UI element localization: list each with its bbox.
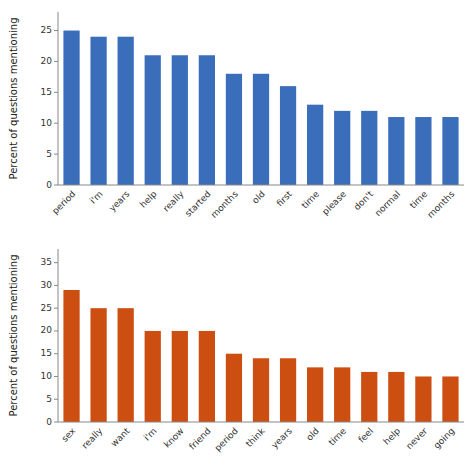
x-tick-label: time (300, 189, 322, 211)
x-tick-label: time (408, 189, 430, 211)
bar (307, 367, 323, 422)
y-tick-label: 15 (41, 87, 52, 97)
bar (172, 331, 188, 422)
x-tick-label: really (161, 188, 186, 213)
x-tick-label: don't (352, 189, 376, 213)
x-tick-label: sex (60, 425, 78, 443)
y-tick-label: 35 (41, 257, 52, 267)
bars (63, 290, 458, 422)
x-tick-label: going (432, 426, 457, 451)
x-tick-label: feel (356, 426, 375, 445)
x-axis-line (58, 185, 464, 186)
chart-canvas: 0510152025periodi'myearshelpreallystarte… (0, 0, 474, 474)
bar (361, 111, 377, 185)
y-tick (54, 285, 58, 286)
y-tick (54, 376, 58, 377)
y-tick-label: 25 (41, 25, 52, 35)
y-axis-label: Percent of questions mentioning (8, 17, 19, 179)
bar (118, 37, 134, 185)
y-tick (54, 353, 58, 354)
y-tick-label: 15 (41, 348, 52, 358)
x-tick-label: months (209, 189, 240, 220)
y-tick (54, 422, 58, 423)
bar (172, 55, 188, 185)
x-tick-label: period (213, 426, 240, 453)
bar (442, 117, 458, 185)
x-tick-label: help (381, 426, 402, 447)
y-tick-label: 5 (46, 394, 52, 404)
x-tick-label: want (109, 426, 132, 449)
y-axis-line (58, 12, 59, 185)
x-tick-label: months (425, 189, 456, 220)
bar (442, 376, 458, 422)
bar (361, 372, 377, 422)
y-tick (54, 262, 58, 263)
y-tick (54, 92, 58, 93)
bar (118, 308, 134, 422)
x-tick-label: i'm (88, 189, 105, 206)
bar (90, 308, 106, 422)
x-tick-label: never (404, 426, 430, 452)
x-tick-label: i'm (142, 426, 159, 443)
y-tick-label: 20 (41, 56, 53, 66)
bar (63, 290, 79, 422)
y-tick-label: 10 (41, 118, 53, 128)
x-tick-label: old (304, 426, 321, 443)
x-tick-label: first (274, 189, 294, 209)
y-tick-label: 0 (46, 417, 52, 427)
x-tick-label: old (250, 189, 267, 206)
x-tick-label: period (50, 189, 77, 216)
y-tick (54, 308, 58, 309)
y-tick (54, 61, 58, 62)
bar (90, 37, 106, 185)
bar (280, 358, 296, 422)
bar (145, 55, 161, 185)
y-tick-label: 25 (41, 303, 52, 313)
y-tick-label: 5 (46, 149, 52, 159)
x-tick-label: think (244, 425, 268, 449)
bar (415, 376, 431, 422)
y-tick-label: 10 (41, 371, 53, 381)
y-tick (54, 185, 58, 186)
bars (63, 31, 458, 185)
bar-chart: 0 5 10 15 20 25 period i'myears helpreallystarte… (8, 12, 464, 220)
bar-chart: 0 5 10 15 20 25 30 35 sexreallywant i'mknowfriend… (8, 249, 464, 453)
y-tick (54, 154, 58, 155)
x-tick-label: really (80, 425, 105, 450)
y-tick (54, 123, 58, 124)
x-tick-label: time (327, 426, 349, 448)
x-axis-line (58, 422, 464, 423)
x-tick-label: years (107, 189, 132, 214)
x-tick-label: know (162, 426, 186, 450)
y-axis-label: Percent of questions mentioning (8, 254, 19, 416)
bar (199, 331, 215, 422)
y-tick (54, 330, 58, 331)
x-tick-label: normal (373, 189, 402, 218)
y-tick (54, 30, 58, 31)
bar (334, 367, 350, 422)
bar (63, 31, 79, 185)
x-tick-label: years (269, 426, 294, 451)
bar (226, 354, 242, 422)
bar (388, 117, 404, 185)
bar (199, 55, 215, 185)
x-tick-label: please (320, 189, 348, 217)
bar (307, 105, 323, 185)
x-tick-label: started (183, 189, 213, 219)
y-tick (54, 399, 58, 400)
bar (253, 358, 269, 422)
y-tick-label: 30 (41, 280, 53, 290)
y-tick-label: 0 (46, 180, 52, 190)
y-axis-line (58, 249, 59, 422)
bar (415, 117, 431, 185)
x-tick-label: help (138, 189, 159, 210)
bar (280, 86, 296, 185)
y-tick-label: 20 (41, 325, 53, 335)
bar (334, 111, 350, 185)
bar (253, 74, 269, 185)
bar (145, 331, 161, 422)
x-tick-label: friend (187, 426, 213, 452)
bar (226, 74, 242, 185)
bar (388, 372, 404, 422)
